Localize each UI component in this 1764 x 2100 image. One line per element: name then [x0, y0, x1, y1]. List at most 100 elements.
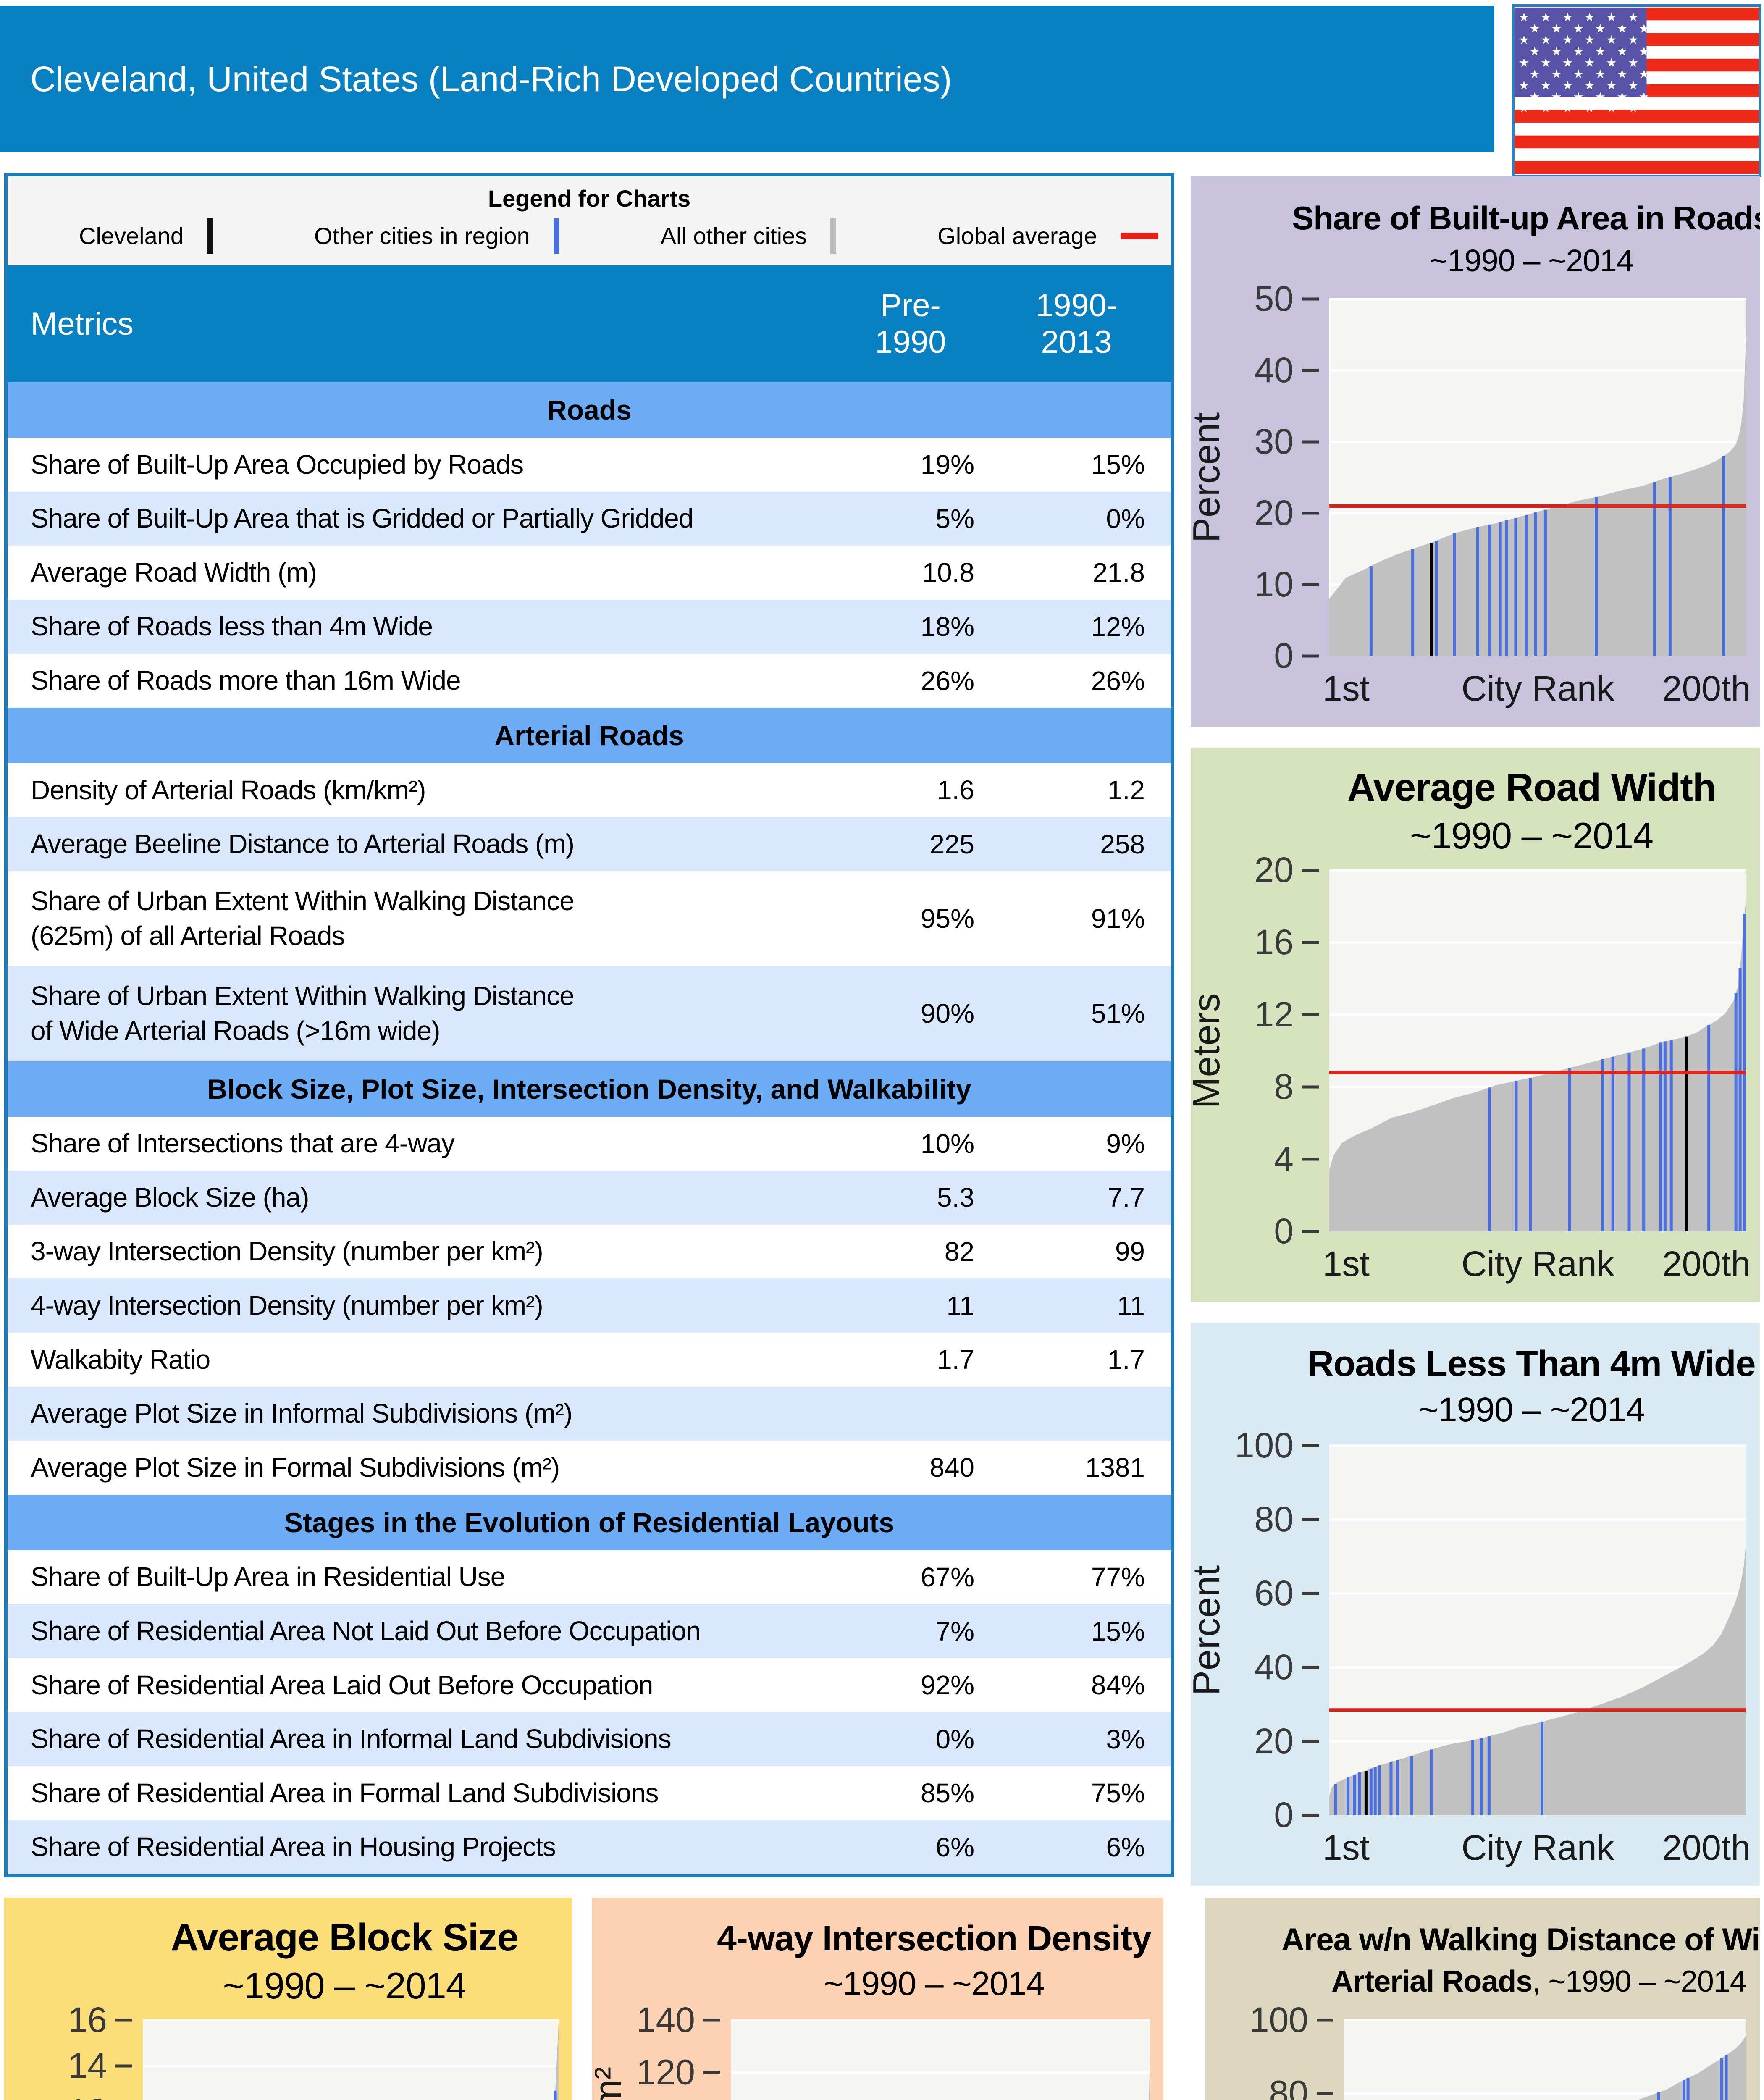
value-1990-2013: 9% — [1106, 1128, 1145, 1159]
svg-text:★: ★ — [1529, 45, 1540, 58]
table-row: 3-way Intersection Density (number per k… — [8, 1224, 1171, 1279]
svg-text:★: ★ — [1595, 90, 1606, 104]
chart-subtitle: ~1990 – ~2014 — [1418, 1391, 1645, 1429]
legend-label: Cleveland — [79, 223, 184, 249]
value-1990-2013: 1.2 — [1108, 775, 1145, 806]
value-1990-2013: 1.7 — [1108, 1344, 1145, 1375]
table-row: Share of Urban Extent Within Walking Dis… — [8, 871, 1171, 966]
value-pre-1990: 225 — [929, 829, 974, 859]
legend-label: Other cities in region — [314, 223, 530, 249]
svg-text:★: ★ — [1617, 22, 1628, 36]
metric-label: Share of Urban Extent Within Walking Dis… — [31, 981, 575, 1046]
table-row: Average Beeline Distance to Arterial Roa… — [8, 817, 1171, 872]
svg-text:★: ★ — [1519, 34, 1530, 47]
value-pre-1990: 5% — [935, 503, 975, 534]
y-tick-label: 80 — [1255, 1499, 1294, 1539]
legend-label: Global average — [937, 223, 1097, 249]
y-tick-label: 8 — [1274, 1067, 1294, 1106]
svg-text:★: ★ — [1617, 45, 1628, 58]
table-row: Share of Residential Area Laid Out Befor… — [8, 1658, 1171, 1712]
x-axis-label: City Rank — [1461, 669, 1614, 708]
metric-label: Share of Built-Up Area in Residential Us… — [31, 1562, 505, 1592]
value-1990-2013: 3% — [1106, 1724, 1145, 1754]
table-row: Share of Built-Up Area in Residential Us… — [8, 1550, 1171, 1604]
section-header: Block Size, Plot Size, Intersection Dens… — [8, 1061, 1171, 1117]
x-axis-label: City Rank — [1461, 1244, 1614, 1284]
legend-title: Legend for Charts — [488, 185, 691, 212]
svg-text:★: ★ — [1551, 90, 1562, 104]
value-pre-1990: 840 — [929, 1452, 974, 1483]
legend-label: All other cities — [660, 223, 807, 249]
y-tick-label: 14 — [68, 2046, 107, 2085]
svg-text:★: ★ — [1606, 79, 1617, 92]
distribution-area — [554, 2022, 559, 2100]
area-within-walking-distance-of-wide-arterial-roads-svg: Area w/n Walking Distance of Wide Arteria… — [1250, 1922, 1760, 2100]
section-title: Stages in the Evolution of Residential L… — [284, 1507, 895, 1538]
svg-text:★: ★ — [1529, 22, 1540, 36]
table-row: Share of Urban Extent Within Walking Dis… — [8, 966, 1171, 1061]
chart-subtitle: ~1990 – ~2014 — [824, 1965, 1044, 2002]
section-title: Roads — [547, 394, 632, 425]
y-tick-label: 60 — [1255, 1573, 1294, 1613]
average-road-width-svg: Average Road Width ~1990 – ~2014 0 4 8 12 16 20… — [1191, 766, 1751, 1284]
table-row: Share of Intersections that are 4-way 10%… — [8, 1116, 1171, 1171]
metric-label: Share of Intersections that are 4-way — [31, 1128, 455, 1159]
plot-area — [143, 2020, 559, 2100]
metric-label: 4-way Intersection Density (number per k… — [31, 1290, 543, 1321]
value-1990-2013: 258 — [1100, 829, 1145, 859]
table-row: Density of Arterial Roads (km/km²) 1.6 1.2 — [8, 763, 1171, 817]
metric-label: Share of Residential Area Laid Out Befor… — [31, 1670, 653, 1700]
metric-label: Share of Built-Up Area that is Gridded o… — [31, 503, 693, 534]
y-tick-label: 4 — [1274, 1139, 1294, 1179]
svg-text:★: ★ — [1595, 45, 1606, 58]
chart-subtitle: ~1990 – ~2014 — [223, 1965, 466, 2006]
metric-label: Share of Urban Extent Within Walking Dis… — [31, 886, 575, 951]
y-tick-label: 40 — [1255, 350, 1294, 390]
svg-text:★: ★ — [1551, 22, 1562, 36]
us-flag-svg: ★ ★ ★ ★ ★ ★★ ★ ★ ★ ★ ★★ ★ ★ ★ ★ ★★ ★ ★ ★ ★ ★★ ★ ★ ★ ★ ★★ ★ ★ ★ ★ ★★ ★ ★ ★… — [1515, 7, 1759, 174]
metric-label: Average Plot Size in Informal Subdivisio… — [31, 1398, 572, 1429]
svg-text:★: ★ — [1519, 102, 1530, 115]
value-1990-2013: 12% — [1091, 612, 1145, 642]
header-bar: Cleveland, United States (Land-Rich Deve… — [0, 6, 1494, 152]
svg-text:★: ★ — [1584, 102, 1595, 115]
svg-text:★: ★ — [1573, 68, 1584, 81]
y-tick-label: 80 — [1269, 2073, 1308, 2100]
average-block-size-svg: Average Block Size~1990 – ~2014024681012… — [68, 1916, 559, 2100]
four-way-intersection-density-svg: 4-way Intersection Density~1990 – ~20140… — [592, 1919, 1152, 2100]
svg-text:★: ★ — [1628, 79, 1639, 92]
svg-text:★: ★ — [1606, 56, 1617, 70]
value-1990-2013: 77% — [1091, 1562, 1145, 1592]
page-title: Cleveland, United States (Land-Rich Deve… — [30, 59, 952, 99]
metric-label: Share of Residential Area in Informal La… — [31, 1724, 672, 1754]
chart-title: Share of Built-up Area in Roads — [1292, 200, 1760, 236]
y-tick-label: 20 — [1255, 493, 1294, 533]
svg-text:★: ★ — [1617, 68, 1628, 81]
legend-item-region-cities: Other cities in region — [314, 218, 559, 254]
table-row: Share of Residential Area Not Laid Out B… — [8, 1604, 1171, 1658]
value-pre-1990: 6% — [935, 1832, 975, 1862]
plot-area — [731, 2020, 1150, 2100]
svg-text:★: ★ — [1519, 11, 1530, 24]
value-pre-1990: 82 — [944, 1236, 974, 1267]
y-tick-label: 12 — [68, 2092, 107, 2100]
x-tick-label-last: 200th — [1662, 1828, 1751, 1867]
x-tick-label-last: 200th — [1662, 1244, 1751, 1284]
metric-label: Share of Residential Area in Formal Land… — [31, 1777, 659, 1808]
svg-text:★: ★ — [1529, 68, 1540, 81]
table-row: Share of Roads less than 4m Wide 18% 12% — [8, 599, 1171, 654]
y-tick-label: 100 — [1250, 2000, 1308, 2040]
svg-text:★: ★ — [1628, 56, 1639, 70]
legend-row: Cleveland Other cities in region All oth… — [8, 212, 1171, 265]
svg-text:★: ★ — [1639, 90, 1650, 104]
svg-text:★: ★ — [1541, 79, 1551, 92]
chart-roads-less-than-4m-wide: Roads Less Than 4m Wide ~1990 – ~2014 0 20 4… — [1191, 1323, 1760, 1886]
chart-share-built-up-area-in-roads: Share of Built-up Area in Roads ~1990 – ~… — [1191, 176, 1760, 727]
value-1990-2013: 51% — [1091, 998, 1145, 1029]
column-header-1990-2013: 1990- 2013 — [1035, 287, 1118, 360]
metric-label: Share of Residential Area in Housing Pro… — [31, 1832, 556, 1862]
svg-text:★: ★ — [1584, 11, 1595, 24]
value-pre-1990: 19% — [920, 449, 974, 480]
chart-subtitle: ~1990 – ~2014 — [1410, 815, 1653, 856]
